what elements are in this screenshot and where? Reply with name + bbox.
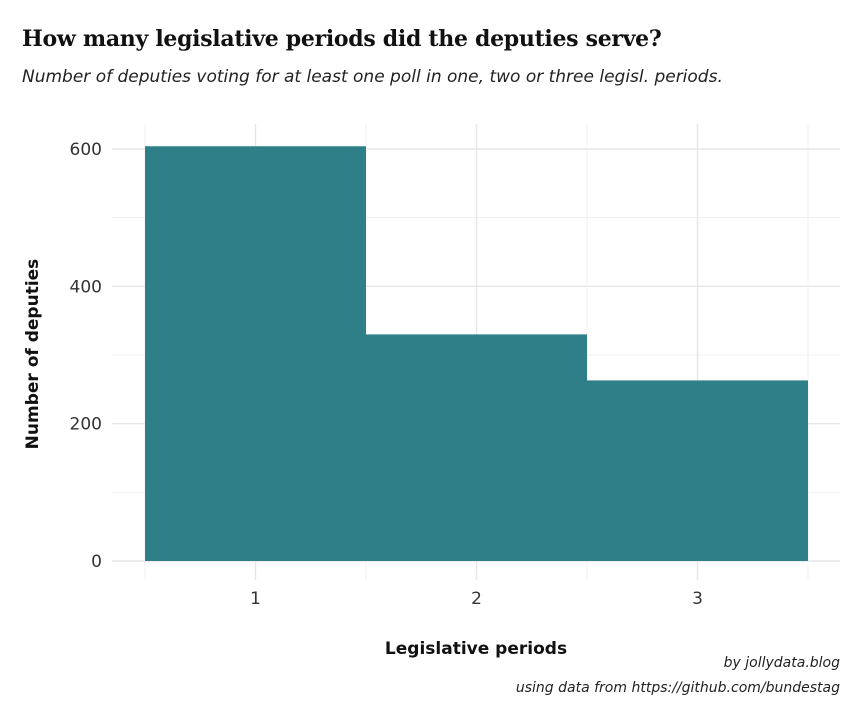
y-axis-ticks: 0 200 400 600 <box>70 140 102 572</box>
bar-2 <box>366 334 587 561</box>
x-tick-label: 1 <box>250 589 261 609</box>
x-axis-title: Legislative periods <box>385 639 567 659</box>
y-axis-title: Number of deputies <box>23 259 43 450</box>
caption-author: by jollydata.blog <box>723 655 840 671</box>
y-tick-label: 200 <box>70 415 102 435</box>
chart-subtitle: Number of deputies voting for at least o… <box>22 67 723 87</box>
y-tick-label: 0 <box>91 552 102 572</box>
x-tick-label: 3 <box>692 589 703 609</box>
bar-1 <box>145 146 366 561</box>
x-axis-ticks: 1 2 3 <box>250 589 703 609</box>
bar-3 <box>587 380 808 561</box>
caption-source: using data from https://github.com/bunde… <box>515 680 840 696</box>
y-tick-label: 600 <box>70 140 102 160</box>
y-tick-label: 400 <box>70 277 102 297</box>
x-tick-label: 2 <box>471 589 482 609</box>
chart-title: How many legislative periods did the dep… <box>22 26 662 52</box>
bars <box>145 146 808 561</box>
